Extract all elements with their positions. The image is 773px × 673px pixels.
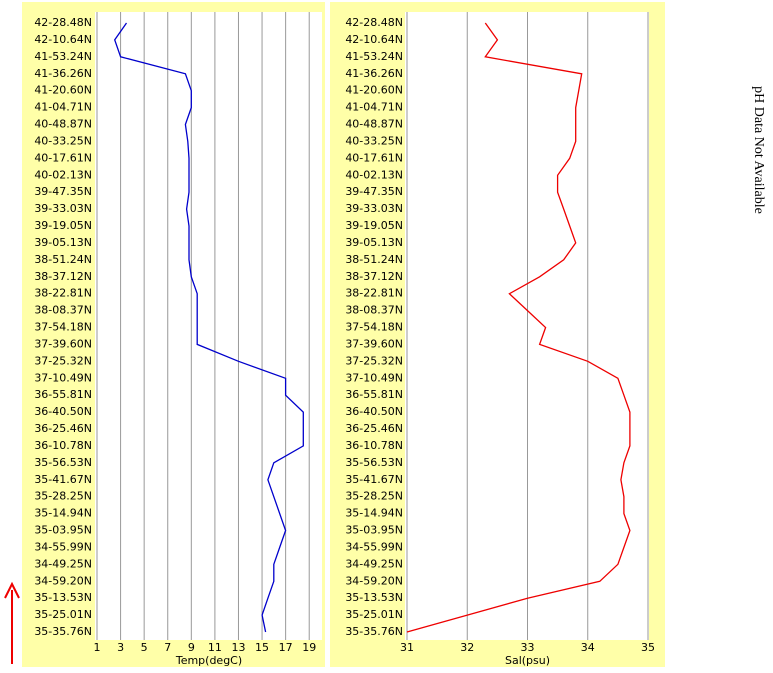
note: pH Data Not Available bbox=[751, 86, 766, 214]
arrow-head bbox=[4, 581, 20, 599]
y-tick-label: 40-33.25N bbox=[34, 134, 92, 147]
x-tick-label: 3 bbox=[117, 641, 124, 654]
y-tick-label: 35-28.25N bbox=[345, 490, 403, 503]
y-tick-label: 37-25.32N bbox=[345, 354, 403, 367]
y-tick-label: 40-17.61N bbox=[345, 151, 403, 164]
y-tick-label: 34-59.20N bbox=[345, 574, 403, 587]
y-tick-label: 35-25.01N bbox=[34, 608, 92, 621]
y-tick-label: 41-04.71N bbox=[34, 101, 92, 114]
x-tick-label: 34 bbox=[581, 641, 595, 654]
x-tick-label: 15 bbox=[255, 641, 269, 654]
y-tick-label: 36-40.50N bbox=[345, 405, 403, 418]
y-tick-label: 41-20.60N bbox=[345, 84, 403, 97]
y-tick-label: 35-41.67N bbox=[345, 473, 403, 486]
y-tick-label: 35-28.25N bbox=[34, 490, 92, 503]
y-tick-label: 36-55.81N bbox=[345, 388, 403, 401]
y-tick-label: 39-19.05N bbox=[345, 219, 403, 232]
y-tick-label: 34-55.99N bbox=[345, 540, 403, 553]
x-tick-label: 5 bbox=[141, 641, 148, 654]
y-tick-label: 34-49.25N bbox=[34, 557, 92, 570]
y-tick-label: 39-33.03N bbox=[345, 202, 403, 215]
y-tick-label: 35-41.67N bbox=[34, 473, 92, 486]
y-tick-label: 39-47.35N bbox=[345, 185, 403, 198]
y-tick-label: 38-37.12N bbox=[34, 270, 92, 283]
x-tick-label: 19 bbox=[302, 641, 316, 654]
y-tick-label: 38-08.37N bbox=[34, 304, 92, 317]
y-tick-label: 41-53.24N bbox=[345, 50, 403, 63]
y-tick-label: 41-36.26N bbox=[345, 67, 403, 80]
y-tick-label: 37-54.18N bbox=[34, 321, 92, 334]
y-tick-label: 39-19.05N bbox=[34, 219, 92, 232]
y-tick-label: 36-10.78N bbox=[34, 439, 92, 452]
y-tick-label: 35-56.53N bbox=[34, 456, 92, 469]
y-tick-label: 41-53.24N bbox=[34, 50, 92, 63]
y-tick-label: 35-25.01N bbox=[345, 608, 403, 621]
y-tick-label: 36-25.46N bbox=[34, 422, 92, 435]
y-tick-label: 39-05.13N bbox=[345, 236, 403, 249]
y-tick-label: 35-14.94N bbox=[345, 507, 403, 520]
y-tick-label: 37-25.32N bbox=[34, 354, 92, 367]
y-tick-label: 42-28.48N bbox=[345, 16, 403, 29]
y-tick-label: 41-20.60N bbox=[34, 84, 92, 97]
y-tick-label: 35-35.76N bbox=[34, 625, 92, 638]
x-tick-label: 33 bbox=[521, 641, 535, 654]
y-tick-label: 42-10.64N bbox=[34, 33, 92, 46]
data-line bbox=[406, 22, 631, 633]
y-tick-label: 40-48.87N bbox=[345, 118, 403, 131]
y-tick-label: 37-39.60N bbox=[34, 337, 92, 350]
y-tick-label: 38-51.24N bbox=[34, 253, 92, 266]
y-tick-label: 37-39.60N bbox=[345, 337, 403, 350]
y-tick-label: 36-55.81N bbox=[34, 388, 92, 401]
y-tick-label: 36-25.46N bbox=[345, 422, 403, 435]
y-tick-label: 40-02.13N bbox=[345, 168, 403, 181]
plot-area bbox=[95, 12, 322, 640]
y-tick-label: 34-49.25N bbox=[345, 557, 403, 570]
y-tick-label: 40-02.13N bbox=[34, 168, 92, 181]
y-tick-label: 35-13.53N bbox=[34, 591, 92, 604]
y-tick-label: 39-05.13N bbox=[34, 236, 92, 249]
y-tick-label: 34-55.99N bbox=[34, 540, 92, 553]
y-tick-label: 41-36.26N bbox=[34, 67, 92, 80]
y-tick-label: 36-10.78N bbox=[345, 439, 403, 452]
y-tick-label: 37-10.49N bbox=[345, 371, 403, 384]
y-tick-label: 35-35.76N bbox=[345, 625, 403, 638]
data-line bbox=[113, 22, 304, 633]
x-tick-label: 13 bbox=[231, 641, 245, 654]
x-tick-label: 32 bbox=[460, 641, 474, 654]
x-tick-label: 17 bbox=[279, 641, 293, 654]
y-tick-label: 37-10.49N bbox=[34, 371, 92, 384]
y-tick-label: 35-56.53N bbox=[345, 456, 403, 469]
y-tick-label: 39-33.03N bbox=[34, 202, 92, 215]
x-tick-label: 31 bbox=[400, 641, 414, 654]
y-tick-label: 34-59.20N bbox=[34, 574, 92, 587]
y-tick-label: 37-54.18N bbox=[345, 321, 403, 334]
y-tick-label: 42-28.48N bbox=[34, 16, 92, 29]
y-tick-label: 39-47.35N bbox=[34, 185, 92, 198]
x-axis-label: Sal(psu) bbox=[505, 654, 550, 667]
y-tick-label: 35-14.94N bbox=[34, 507, 92, 520]
x-tick-label: 35 bbox=[641, 641, 655, 654]
y-tick-label: 40-33.25N bbox=[345, 134, 403, 147]
y-tick-label: 35-03.95N bbox=[345, 524, 403, 537]
y-tick-label: 36-40.50N bbox=[34, 405, 92, 418]
y-tick-label: 38-51.24N bbox=[345, 253, 403, 266]
x-tick-label: 11 bbox=[208, 641, 222, 654]
y-tick-label: 40-17.61N bbox=[34, 151, 92, 164]
y-tick-label: 40-48.87N bbox=[34, 118, 92, 131]
y-tick-label: 42-10.64N bbox=[345, 33, 403, 46]
x-tick-label: 7 bbox=[164, 641, 171, 654]
y-tick-label: 38-37.12N bbox=[345, 270, 403, 283]
x-tick-label: 9 bbox=[188, 641, 195, 654]
x-tick-label: 1 bbox=[94, 641, 101, 654]
y-tick-label: 35-03.95N bbox=[34, 524, 92, 537]
x-axis-label: Temp(degC) bbox=[175, 654, 242, 667]
y-tick-label: 35-13.53N bbox=[345, 591, 403, 604]
y-tick-label: 38-08.37N bbox=[345, 304, 403, 317]
y-tick-label: 41-04.71N bbox=[345, 101, 403, 114]
y-tick-label: 38-22.81N bbox=[345, 287, 403, 300]
y-tick-label: 38-22.81N bbox=[34, 287, 92, 300]
